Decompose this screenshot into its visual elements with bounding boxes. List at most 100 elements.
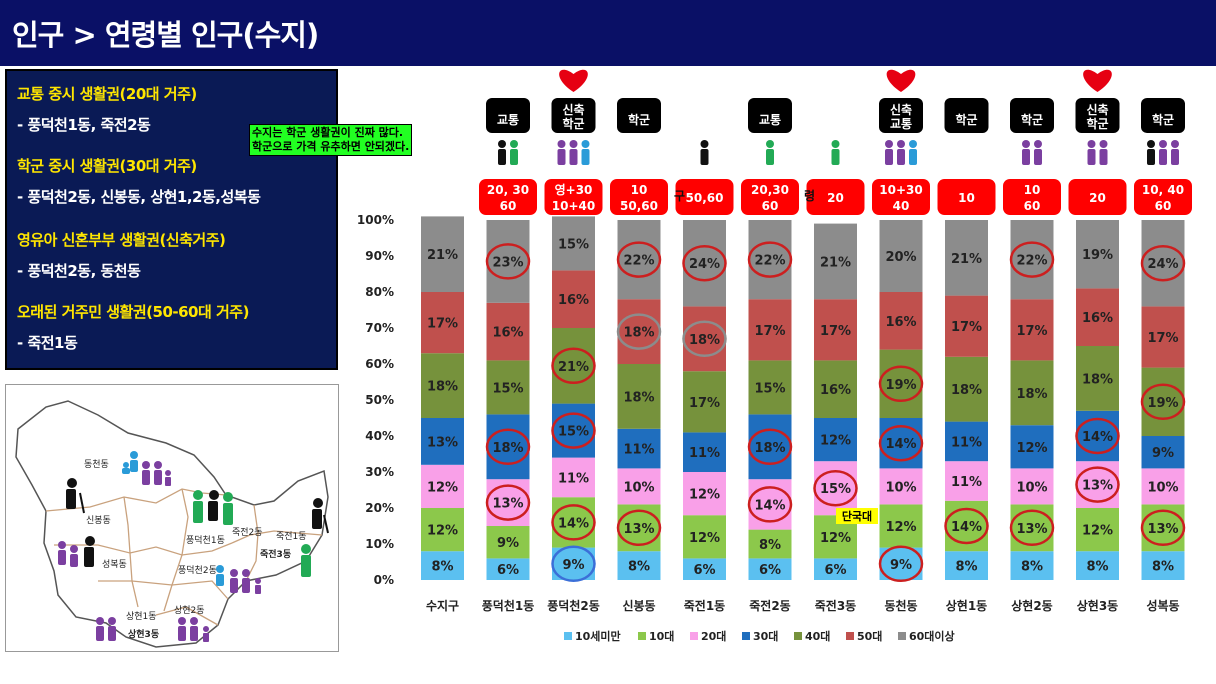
bar-value-label: 13% (1082, 479, 1113, 494)
family-icon (885, 140, 893, 148)
legend-label: 20대 (701, 629, 726, 643)
highlight-circle (1009, 241, 1055, 278)
young-adult-icon (223, 492, 233, 525)
bar-segment (814, 360, 857, 418)
bar-segment (486, 479, 530, 526)
x-tick-label: 성복동 (1146, 599, 1179, 613)
bar-segment (748, 299, 792, 361)
bar-value-label: 12% (820, 434, 851, 449)
legend-swatch (564, 632, 572, 640)
chart-title-fragment: 령 (804, 189, 815, 203)
legend-label: 10세미만 (575, 629, 621, 643)
summary-detail: - 풍덕천2동, 신봉동, 상현1,2동,성복동 (17, 188, 261, 206)
age-badge (675, 179, 734, 215)
highlight-circle (485, 484, 531, 521)
bar-segment (421, 292, 464, 354)
district-map: 동천동 신봉동 성복동 풍덕천1동 풍덕천2동 죽전2동 죽전1동 죽전3동 상… (5, 384, 339, 652)
page-title: 인구 > 연령별 인구(수지) (12, 18, 319, 52)
bar-segment (1010, 360, 1054, 426)
map-label: 동천동 (84, 459, 109, 470)
tag-box (551, 98, 596, 133)
age-badge (741, 179, 799, 215)
bar-segment (683, 472, 726, 516)
legend-swatch (846, 632, 854, 640)
young-adult-icon (301, 544, 311, 577)
family-icon (1099, 149, 1108, 165)
bar-value-label: 13% (492, 497, 523, 512)
y-tick-label: 30% (365, 465, 394, 479)
age-badge (610, 179, 668, 215)
bar-segment (617, 220, 661, 300)
tag-text: 학군 (628, 112, 650, 127)
bar-value-label: 12% (885, 520, 916, 535)
y-tick-label: 50% (365, 393, 394, 407)
axis-layer: 0% 10% 20% 30% 40% 50% 60% 70% 80% 90% 100% (357, 213, 394, 587)
tag-text: 신축 (1086, 102, 1108, 117)
bar-value-label: 21% (427, 248, 458, 263)
highlight-circle (878, 424, 924, 462)
bar-value-label: 15% (492, 381, 523, 396)
highlight-circle (813, 469, 858, 507)
age-badge-text: 20,30 (751, 183, 789, 197)
child-icon (581, 140, 590, 148)
y-tick-label: 80% (365, 285, 394, 299)
age-badge-text: 60 (500, 199, 517, 213)
bar-value-label: 22% (1016, 254, 1047, 269)
highlight-circle (944, 507, 989, 545)
bar-segment (1076, 220, 1119, 289)
bar-value-label: 21% (951, 252, 982, 267)
young-adult-icon (766, 149, 774, 165)
family-icon (1171, 149, 1179, 165)
map-label: 상현2동 (174, 605, 205, 616)
bar-value-label: 16% (558, 293, 589, 308)
summary-heading: 영유아 신혼부부 생활권(신축거주) (17, 231, 226, 249)
bar-value-label: 21% (820, 255, 851, 270)
bar-segment (486, 302, 530, 361)
bar-value-label: 23% (492, 255, 523, 270)
bar-segment (945, 461, 988, 501)
family-icon (1022, 140, 1030, 148)
elderly-icon (84, 536, 95, 567)
age-badge-text: 10 (1024, 183, 1041, 197)
family-icon (1159, 140, 1167, 148)
map-label: 죽전2동 (232, 527, 263, 538)
x-axis-labels: 수지구 풍덕천1동 풍덕천2동 신봉동 죽전1동 죽전2동 죽전3동 동천동 상현1동 상현2동 상… (426, 598, 1180, 613)
elderly-icon (1147, 140, 1155, 148)
highlight-circle (878, 545, 924, 583)
bar-value-label: 14% (1082, 430, 1113, 445)
bar-value-label: 13% (623, 522, 654, 537)
age-badge (1003, 179, 1061, 215)
bar-segment (814, 558, 857, 580)
child-icon (581, 149, 590, 165)
bar-segment (552, 270, 595, 328)
bar-value-label: 18% (623, 326, 654, 341)
bar-value-label: 9% (562, 558, 584, 573)
bar-value-label: 14% (951, 520, 982, 535)
bar-segment (1010, 425, 1054, 469)
young-adult-icon (510, 140, 518, 148)
age-badge (479, 179, 537, 215)
elderly-icon (208, 490, 219, 521)
bar-segment (1141, 220, 1185, 307)
family-icon (1159, 149, 1167, 165)
age-badge-text: 20 (1089, 191, 1106, 205)
family-icon (58, 541, 78, 567)
bar-segment (1141, 367, 1185, 436)
family-icon (1171, 140, 1179, 148)
bar-segment (945, 295, 988, 357)
bar-segment (421, 418, 464, 465)
family-icon (897, 140, 905, 148)
map-label: 죽전3동 (260, 548, 291, 560)
x-tick-label: 상현3동 (1077, 598, 1118, 613)
bar-value-label: 6% (824, 563, 846, 578)
bar-segment (617, 428, 661, 469)
age-badge-text: 10 (631, 183, 648, 197)
map-boundary (98, 580, 229, 600)
y-tick-label: 100% (357, 213, 394, 227)
bar-value-label: 12% (820, 531, 851, 546)
bar-value-label: 17% (951, 320, 982, 335)
bar-value-label: 11% (558, 471, 589, 486)
tag-text: 교통 (497, 112, 519, 127)
bar-segment (1076, 346, 1119, 411)
header-bar: 인구 > 연령별 인구(수지) (0, 0, 1216, 66)
